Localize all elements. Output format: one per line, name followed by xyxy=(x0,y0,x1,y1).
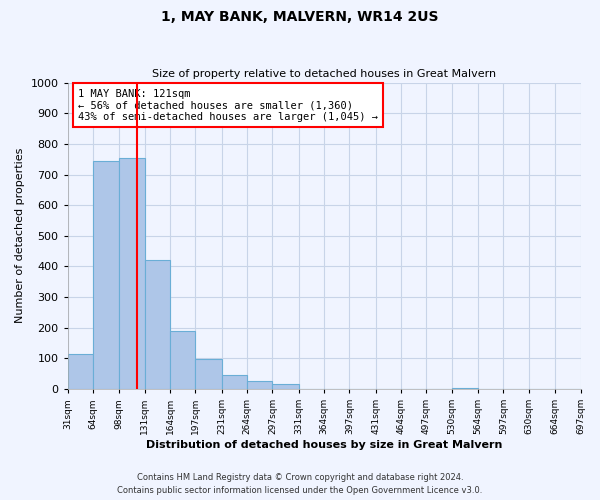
Bar xyxy=(196,360,221,389)
Bar xyxy=(247,382,272,389)
X-axis label: Distribution of detached houses by size in Great Malvern: Distribution of detached houses by size … xyxy=(146,440,502,450)
Y-axis label: Number of detached properties: Number of detached properties xyxy=(15,148,25,324)
Bar xyxy=(145,260,170,389)
Text: 1, MAY BANK, MALVERN, WR14 2US: 1, MAY BANK, MALVERN, WR14 2US xyxy=(161,10,439,24)
Bar xyxy=(170,332,196,389)
Bar xyxy=(119,158,145,389)
Text: 1 MAY BANK: 121sqm
← 56% of detached houses are smaller (1,360)
43% of semi-deta: 1 MAY BANK: 121sqm ← 56% of detached hou… xyxy=(78,88,378,122)
Bar xyxy=(68,354,93,389)
Text: Contains HM Land Registry data © Crown copyright and database right 2024.
Contai: Contains HM Land Registry data © Crown c… xyxy=(118,474,482,495)
Bar xyxy=(452,388,478,389)
Bar xyxy=(93,160,119,389)
Bar xyxy=(221,375,247,389)
Bar xyxy=(272,384,299,389)
Title: Size of property relative to detached houses in Great Malvern: Size of property relative to detached ho… xyxy=(152,69,496,79)
